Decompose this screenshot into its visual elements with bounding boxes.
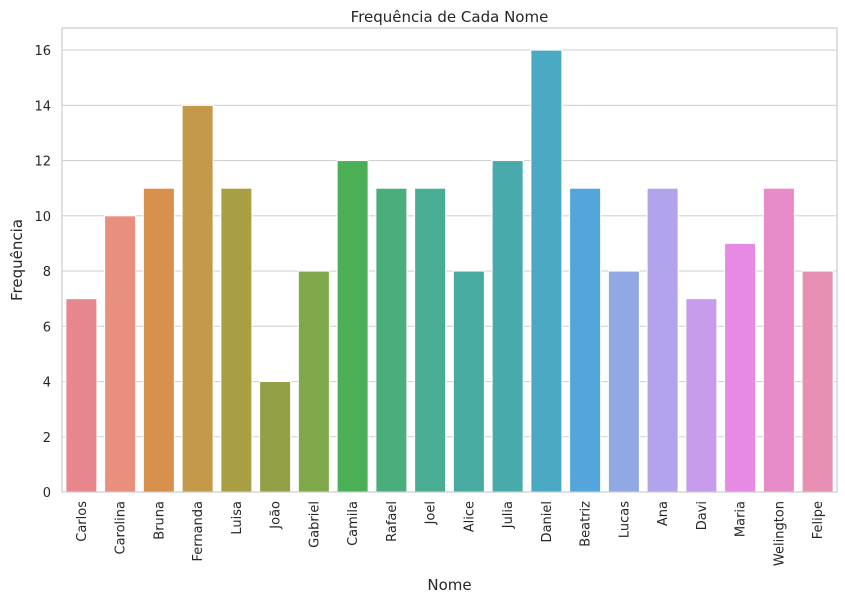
x-tick-label: Fernanda [191, 501, 206, 562]
bar-joão [259, 381, 292, 493]
bar-luisa [220, 187, 253, 493]
x-tick-label: Carlos [75, 501, 90, 542]
y-tick-label: 16 [34, 44, 51, 59]
x-tick-label: Carolina [114, 501, 129, 555]
chart-title: Frequência de Cada Nome [351, 8, 549, 26]
x-tick-label: Welington [772, 501, 787, 566]
x-tick-labels: Carlos Carolina Bruna Fernanda Luisa João Gabr… [75, 501, 826, 566]
bar-carlos [65, 298, 98, 493]
x-tick-label: Julia [501, 501, 516, 529]
x-tick-label: Rafael [385, 501, 400, 542]
x-tick-label: Davi [695, 501, 710, 530]
bar-davi [685, 298, 718, 493]
bar-maria [724, 242, 757, 493]
bar-rafael [375, 187, 408, 493]
x-tick-label: Luisa [230, 501, 245, 535]
x-tick-label: Ana [656, 501, 671, 526]
bar-lucas [607, 270, 640, 493]
y-tick-label: 12 [34, 155, 51, 170]
x-tick-label: Beatriz [579, 501, 594, 547]
bar-felipe [801, 270, 834, 493]
y-tick-label: 2 [43, 431, 51, 446]
bar-julia [491, 160, 524, 493]
x-axis-title: Nome [427, 576, 471, 594]
y-tick-label: 4 [43, 376, 51, 391]
x-tick-label: Maria [734, 501, 749, 537]
y-tick-labels: 0 2 4 6 8 10 12 14 16 [34, 44, 51, 501]
bar-daniel [530, 49, 563, 493]
bar-ana [646, 187, 679, 493]
bar-gabriel [297, 270, 330, 493]
x-tick-label: Lucas [617, 501, 632, 538]
bar-camila [336, 160, 369, 493]
y-tick-label: 8 [43, 265, 51, 280]
bar-bruna [142, 187, 175, 493]
x-tick-label: Gabriel [307, 501, 322, 548]
plot-frame [61, 27, 838, 493]
y-tick-label: 6 [43, 320, 51, 335]
y-tick-label: 14 [34, 99, 51, 114]
bars [65, 49, 834, 493]
bar-alice [452, 270, 485, 493]
y-axis-title: Frequência [8, 219, 26, 301]
bar-beatriz [569, 187, 602, 493]
bar-joel [414, 187, 447, 493]
x-tick-label: Alice [462, 501, 477, 532]
bar-welington [762, 187, 795, 493]
bar-fernanda [181, 104, 214, 493]
y-tick-label: 0 [43, 486, 51, 501]
bar-carolina [104, 215, 137, 493]
plot-background [62, 28, 837, 492]
x-tick-label: João [269, 501, 284, 530]
x-tick-label: Bruna [152, 501, 167, 540]
x-tick-label: Felipe [811, 501, 826, 539]
x-tick-label: Daniel [540, 501, 555, 542]
x-tick-label: Camila [346, 501, 361, 546]
x-tick-label: Joel [424, 501, 439, 525]
y-tick-label: 10 [34, 210, 51, 225]
